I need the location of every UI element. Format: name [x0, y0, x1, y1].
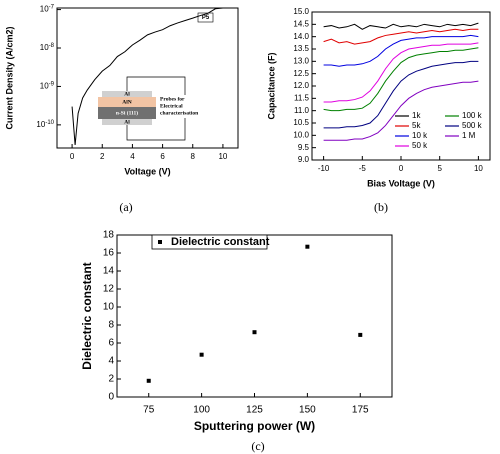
x-tick-label: 75 [143, 405, 155, 416]
x-axis-label: Bias Voltage (V) [367, 178, 435, 188]
data-line [323, 47, 479, 112]
y-tick-label: 12 [103, 284, 115, 295]
y-axis-label: Dielectric constant [80, 262, 94, 369]
y-tick-label: 0 [108, 392, 114, 403]
legend-label: Dielectric constant [171, 236, 270, 248]
layer [98, 107, 156, 119]
y-tick-label: 10 [103, 302, 115, 313]
data-line [323, 80, 479, 141]
x-tick-label: 175 [352, 405, 369, 416]
layer-label: AlN [122, 99, 132, 105]
caption: (c) [251, 439, 264, 453]
legend-label: 50 k [412, 141, 428, 150]
data-line [323, 42, 479, 103]
data-line [323, 22, 479, 30]
data-line [71, 7, 223, 146]
x-tick-label: 150 [299, 405, 316, 416]
legend-box [151, 234, 268, 250]
y-tick-label: 9.5 [298, 143, 310, 152]
probe-label: characterisation [160, 110, 198, 116]
y-tick-label: 2 [108, 374, 114, 385]
y-tick-label: 16 [103, 248, 115, 259]
caption: (b) [374, 200, 388, 214]
y-tick-label: 15.0 [293, 7, 309, 16]
data-line [323, 28, 479, 45]
y-tick-label: 6 [108, 338, 114, 349]
layer [102, 119, 152, 125]
annotation: P5 [202, 15, 210, 21]
data-line [323, 34, 479, 67]
layer-label: Al [124, 119, 130, 125]
layer [98, 97, 156, 107]
y-tick-label: 14 [103, 266, 115, 277]
inset-diagram: Al AlN n-Si (111) Al Probes for Electric… [98, 76, 198, 141]
x-tick-label: -5 [359, 164, 367, 173]
caption: (a) [119, 200, 132, 214]
x-axis-label: Voltage (V) [124, 166, 170, 176]
point [146, 378, 151, 383]
y-tick-label: 9.0 [298, 155, 310, 164]
legend-label: 500 k [462, 121, 483, 130]
legend-label: 10 k [412, 131, 428, 140]
x-tick-label: 5 [437, 164, 442, 173]
y-tick-label: 12.5 [293, 69, 309, 78]
x-tick-label: 4 [130, 152, 135, 161]
data-line [323, 60, 479, 129]
x-tick-label: 2 [100, 152, 105, 161]
y-tick-label: 13.5 [293, 44, 309, 53]
probe-label: Electrical [160, 103, 183, 109]
x-axis-label: Sputtering power (W) [194, 419, 315, 433]
x-tick-label: 100 [193, 405, 210, 416]
x-tick-label: 8 [191, 152, 196, 161]
probe-label: Probes for [160, 96, 185, 102]
point [252, 330, 257, 335]
y-tick-label: 10-8 [40, 43, 55, 53]
y-tick-label: 12.0 [293, 81, 309, 90]
point [199, 352, 204, 357]
y-tick-label: 14.5 [293, 19, 309, 28]
y-axis-label: Current Density (A/cm2) [4, 26, 14, 129]
y-tick-label: 10.0 [293, 130, 309, 139]
x-tick-label: -10 [318, 164, 330, 173]
legend-label: 100 k [462, 111, 483, 120]
x-tick-label: 125 [246, 405, 263, 416]
probe-wire [126, 76, 186, 95]
y-tick-label: 13.0 [293, 56, 309, 65]
y-tick-label: 10-7 [40, 4, 55, 14]
x-tick-label: 10 [474, 164, 483, 173]
y-tick-label: 11.0 [294, 106, 310, 115]
probe-wire [126, 118, 186, 141]
y-tick-label: 10-9 [40, 81, 55, 91]
legend-label: 1k [412, 111, 421, 120]
legend-swatch [158, 240, 162, 244]
y-tick-label: 11.5 [294, 93, 310, 102]
x-tick-label: 0 [70, 152, 75, 161]
legend-label: 5k [412, 121, 421, 130]
point [358, 332, 363, 337]
y-tick-label: 4 [108, 356, 114, 367]
y-tick-label: 14.0 [293, 32, 309, 41]
x-tick-label: 6 [160, 152, 165, 161]
plot-frame [116, 234, 393, 398]
y-tick-label: 18 [103, 230, 115, 241]
y-tick-label: 10.5 [293, 118, 309, 127]
layer [102, 91, 152, 97]
plot-frame [56, 7, 239, 149]
layer-label: Al [124, 91, 130, 97]
y-axis-label: Capacitance (F) [266, 52, 276, 119]
y-tick-label: 8 [108, 320, 114, 331]
x-tick-label: 10 [218, 152, 227, 161]
x-tick-label: 0 [399, 164, 404, 173]
y-tick-label: 10-10 [36, 119, 54, 129]
layer-label: n-Si (111) [116, 109, 138, 116]
point [305, 244, 310, 249]
annotation-box [197, 12, 214, 23]
legend-label: 1 M [462, 131, 476, 140]
